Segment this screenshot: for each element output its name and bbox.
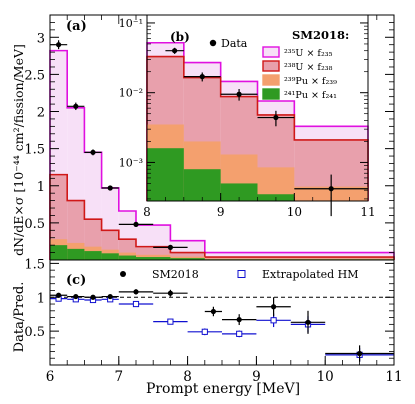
inset-stack-outline-3 (146, 41, 369, 201)
ratio-ytick-label: 1 (37, 291, 45, 306)
inset-data-point (273, 114, 279, 121)
ytick-label: 0.5 (24, 217, 45, 232)
ratio-point-sm2018 (236, 317, 242, 323)
legend-swatch-1 (262, 74, 280, 86)
stack-bar-0-1 (67, 248, 85, 260)
legend-data-label: Data (221, 37, 248, 50)
ratio-point-sm2018 (167, 290, 173, 296)
ratio-xtick-label: 10 (317, 369, 334, 385)
panel-b-stack (146, 41, 369, 202)
inset-xtick-label: 9 (217, 205, 225, 219)
ratio-point-sm2018 (90, 294, 96, 300)
inset-ytick-label: 10⁻¹ (119, 17, 143, 30)
legend-label-2: ²³⁸U × f₂₃₈ (284, 62, 333, 73)
ratio-xtick-label: 11 (385, 369, 402, 385)
panel-b-inset: 10⁻³ 10⁻² 10⁻¹ 8 9 10 11 (b) Data SM2018: ²³⁵U… (119, 14, 376, 219)
inset-data-point (199, 74, 205, 80)
stack-bar-0-6 (170, 258, 205, 260)
panel-b-axes: 10⁻³ 10⁻² 10⁻¹ 8 9 10 11 (119, 14, 376, 219)
inset-xtick-label: 11 (360, 205, 375, 219)
stack-bar-2-6 (170, 252, 205, 260)
ratio-ytick-label: 0.5 (24, 325, 45, 340)
stack-bar-0-4 (118, 255, 136, 260)
panel-c-axes: 0.5 1 1.5 6 7 8 9 10 11 (24, 257, 402, 385)
panel-b-data-points (165, 47, 368, 217)
inset-xtick-label: 8 (143, 205, 151, 219)
panel-a-ylabel: dN/dE×σ [10⁻⁴⁴ cm²/fission/MeV] (11, 44, 26, 256)
ratio-point-hm (236, 330, 243, 337)
panel-c-label: (c) (66, 273, 86, 288)
stack-bar-2-0 (50, 174, 68, 260)
legend-label-3: ²³⁵U × f₂₃₅ (284, 48, 333, 59)
stack-outline-3 (49, 49, 395, 260)
panel-c-xlabel: Prompt energy [MeV] (146, 381, 300, 397)
legend-swatch-0 (262, 88, 280, 100)
stack-bar-0-5 (136, 257, 171, 260)
inset-data-point (328, 186, 334, 192)
legend-data-marker (209, 39, 217, 47)
inset-data-point (172, 48, 178, 54)
panel-c: 0.5 1 1.5 6 7 8 9 10 11 (c) Data/Pred. Prompt en… (12, 257, 403, 397)
stack-bar-0-3 (101, 253, 119, 260)
ratio-point-sm2018 (357, 350, 363, 357)
panel-a-data-points (50, 40, 188, 250)
ytick-label: 2 (37, 106, 45, 121)
ratio-point-sm2018 (73, 293, 79, 300)
data-point (73, 103, 79, 109)
legend-sm2018-marker (120, 271, 126, 277)
inset-data-point (236, 91, 242, 97)
stack-bar-0-2 (84, 251, 102, 260)
ratio-point-hm (270, 317, 277, 324)
legend-header: SM2018: (292, 28, 349, 42)
ratio-point-sm2018 (305, 319, 311, 325)
ratio-xtick-label: 6 (46, 369, 55, 385)
data-point (167, 244, 173, 250)
stack-outline-2 (49, 173, 395, 260)
ytick-label: 2.5 (24, 68, 45, 83)
data-point (56, 42, 62, 48)
inset-ytick-label: 10⁻³ (119, 156, 143, 169)
panel-b-legend: Data SM2018: ²³⁵U × f₂₃₅ ²³⁸U × f₂₃₈ ²³⁹Pu… (209, 28, 349, 101)
panel-a-stack (49, 49, 395, 260)
panel-c-data-points (50, 289, 394, 362)
panel-c-legend: SM2018 Extrapolated HM (120, 268, 359, 281)
data-point (133, 221, 139, 227)
ratio-xtick-label: 8 (183, 369, 192, 385)
panel-b-label: (b) (170, 30, 190, 44)
ratio-point-sm2018 (271, 304, 277, 310)
legend-hm-marker (237, 270, 246, 278)
legend-label-1: ²³⁹Pu × f₂₃₉ (284, 76, 337, 87)
inset-stack-bar-0-2 (220, 183, 258, 201)
legend-swatch-2 (262, 60, 280, 72)
ratio-point-sm2018 (133, 289, 139, 295)
ratio-xtick-label: 7 (115, 369, 124, 385)
data-point (90, 149, 96, 155)
inset-ytick-label: 10⁻² (119, 87, 143, 100)
legend-hm-label: Extrapolated HM (262, 268, 359, 281)
ytick-label: 1.5 (24, 143, 45, 158)
ratio-point-hm (167, 318, 174, 325)
ytick-label: 3 (37, 31, 45, 46)
inset-xtick-label: 10 (287, 205, 302, 219)
panel-c-ylabel: Data/Pred. (12, 282, 27, 353)
panel-a-label: (a) (66, 19, 87, 34)
legend-sm2018-label: SM2018 (152, 268, 199, 281)
ratio-ytick-label: 1.5 (24, 257, 45, 272)
ratio-xtick-label: 9 (252, 369, 261, 385)
ratio-point-hm (132, 300, 140, 308)
ratio-point-sm2018 (107, 293, 113, 300)
legend-swatch-3 (262, 46, 280, 58)
ratio-point-sm2018 (56, 292, 62, 298)
inset-stack-bar-0-1 (183, 169, 221, 201)
ratio-point-hm (201, 328, 208, 335)
legend-label-0: ²⁴¹Pu × f₂₄₁ (284, 90, 337, 101)
ytick-label: 1 (37, 180, 45, 195)
inset-stack-bar-0-0 (147, 148, 184, 201)
ratio-point-sm2018 (210, 308, 216, 315)
stack-bar-0-0 (50, 245, 68, 260)
data-point (107, 185, 113, 191)
